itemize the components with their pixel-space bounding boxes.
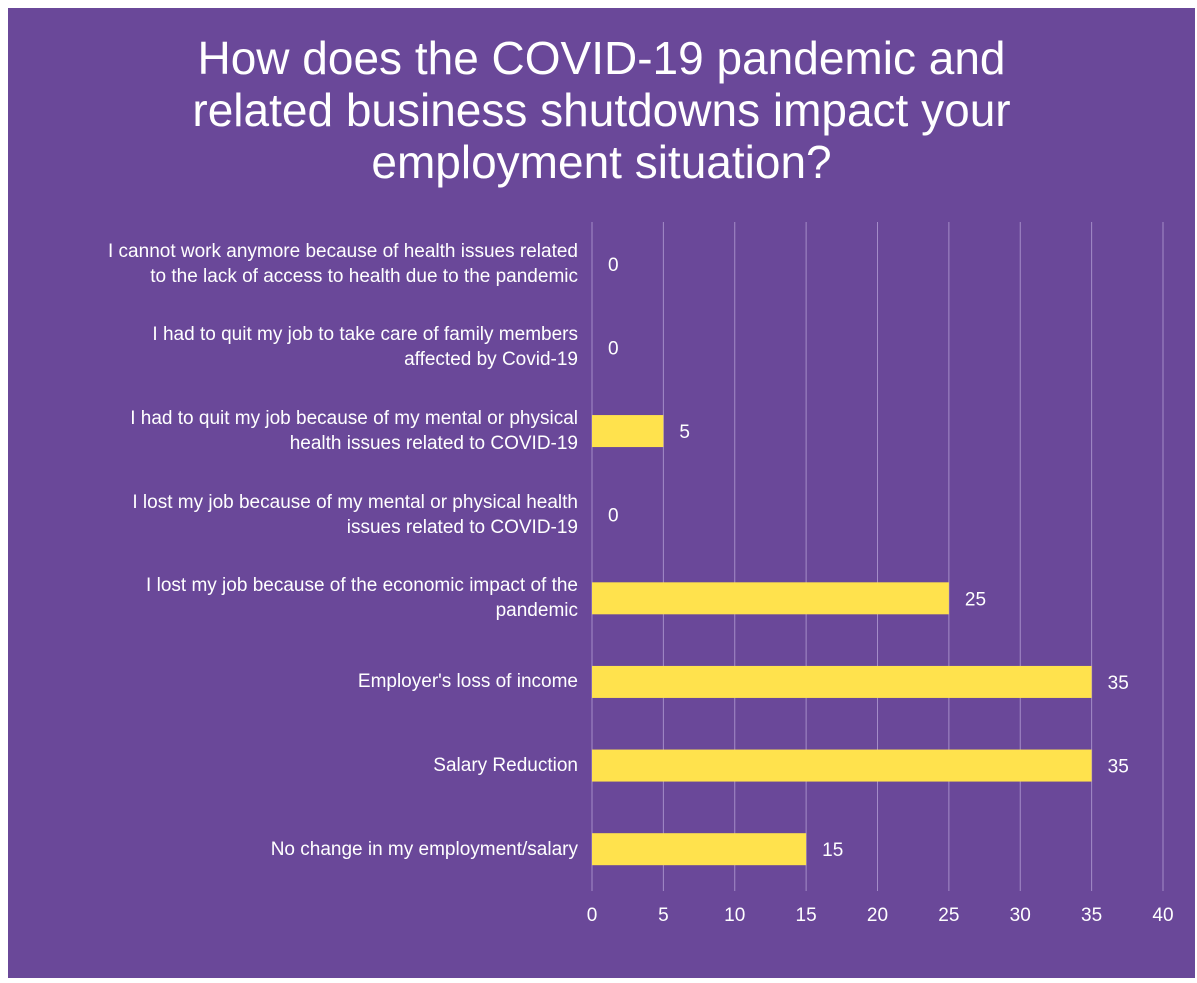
bar xyxy=(592,833,807,866)
x-tick-label: 25 xyxy=(938,905,959,926)
chart-title-line: employment situation? xyxy=(371,136,832,188)
category-label: Salary Reduction xyxy=(8,753,578,778)
data-label: 35 xyxy=(1108,673,1129,694)
category-label-line: I lost my job because of my mental or ph… xyxy=(132,491,578,513)
category-label-line: I had to quit my job to take care of fam… xyxy=(152,324,578,346)
data-label: 0 xyxy=(608,255,619,276)
x-tick-label: 35 xyxy=(1081,905,1102,926)
category-label: No change in my employment/salary xyxy=(8,837,578,862)
category-label-line: Salary Reduction xyxy=(433,755,578,777)
bar xyxy=(592,665,1092,698)
x-tick-label: 40 xyxy=(1152,905,1173,926)
category-label-line: I lost my job because of the economic im… xyxy=(146,575,578,597)
category-label-line: I cannot work anymore because of health … xyxy=(108,240,578,262)
x-tick-label: 20 xyxy=(867,905,888,926)
category-label-line: affected by Covid-19 xyxy=(404,349,578,371)
chart-title: How does the COVID-19 pandemic and relat… xyxy=(8,32,1195,188)
data-label: 0 xyxy=(608,338,619,359)
category-label: Employer's loss of income xyxy=(8,669,578,694)
bar xyxy=(592,582,949,615)
bar xyxy=(592,415,664,448)
category-label: I had to quit my job because of my menta… xyxy=(8,406,578,456)
x-tick-label: 10 xyxy=(724,905,745,926)
category-label: I cannot work anymore because of health … xyxy=(8,239,578,289)
category-label-line: No change in my employment/salary xyxy=(270,838,578,860)
chart-area: How does the COVID-19 pandemic and relat… xyxy=(8,8,1195,978)
x-tick-label: 15 xyxy=(796,905,817,926)
bar xyxy=(592,749,1092,782)
data-label: 15 xyxy=(822,840,843,861)
data-label: 35 xyxy=(1108,757,1129,778)
x-tick-label: 30 xyxy=(1010,905,1031,926)
data-label: 25 xyxy=(965,589,986,610)
data-label: 0 xyxy=(608,506,619,527)
category-label-line: issues related to COVID-19 xyxy=(346,516,578,538)
chart-title-line: related business shutdowns impact your xyxy=(192,84,1011,136)
category-label: I lost my job because of my mental or ph… xyxy=(8,490,578,540)
category-label: I had to quit my job to take care of fam… xyxy=(8,322,578,372)
category-label-line: pandemic xyxy=(495,600,578,622)
category-label-line: I had to quit my job because of my menta… xyxy=(130,408,578,430)
chart-title-line: How does the COVID-19 pandemic and xyxy=(197,32,1006,84)
bar-chart-plot: 0 5 10 15 20 25 30 35 40 0 0 5 0 25 35 35 15 xyxy=(587,222,1174,926)
x-tick-label: 5 xyxy=(658,905,669,926)
data-label: 5 xyxy=(679,422,690,443)
category-label: I lost my job because of the economic im… xyxy=(8,573,578,623)
category-label-line: to the lack of access to health due to t… xyxy=(150,265,578,287)
x-tick-label: 0 xyxy=(587,905,598,926)
category-label-line: Employer's loss of income xyxy=(357,671,578,693)
category-label-line: health issues related to COVID-19 xyxy=(289,433,578,455)
